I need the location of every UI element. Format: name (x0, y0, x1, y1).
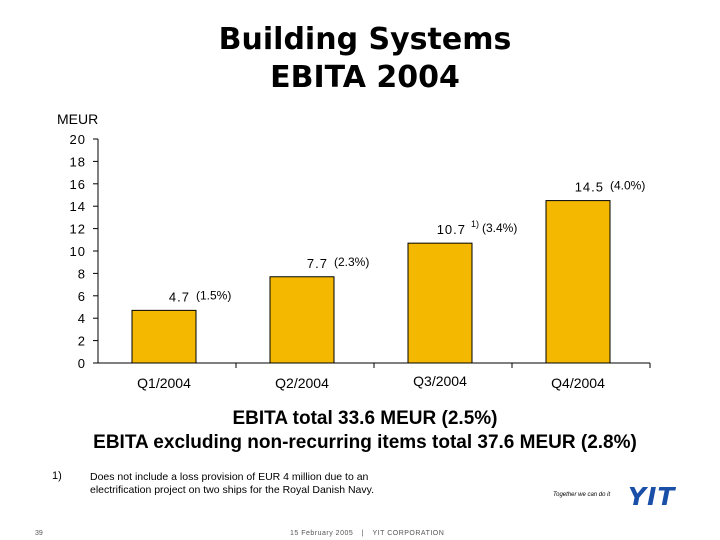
data-label: 10.7 (437, 222, 466, 237)
percent-label: (1.5%) (196, 288, 231, 302)
x-tick-label: Q2/2004 (275, 375, 329, 391)
data-label: 4.7 (169, 289, 190, 304)
footer-date: 15 February 2005 (290, 530, 354, 537)
percent-label: (2.3%) (334, 255, 369, 269)
page-number: 39 (35, 530, 43, 537)
y-tick-label: 8 (78, 266, 86, 281)
data-label: 7.7 (307, 256, 328, 271)
data-label: 14.5 (575, 180, 604, 195)
y-tick-label: 6 (78, 289, 86, 304)
y-tick-label: 4 (78, 311, 86, 326)
footnote-text: Does not include a loss provision of EUR… (90, 471, 375, 496)
percent-label: (4.0%) (610, 179, 645, 193)
footer-company: YIT CORPORATION (372, 530, 445, 537)
y-tick-label: 20 (70, 132, 86, 147)
bar (131, 309, 197, 364)
y-axis-unit-label: MEUR (57, 111, 99, 127)
data-label-footnote: 1) (471, 219, 479, 229)
y-tick-label: 14 (70, 199, 86, 214)
bar (407, 242, 473, 364)
y-tick-label: 2 (78, 334, 86, 349)
slide-title: Building Systems (218, 22, 512, 57)
y-tick-label: 18 (70, 154, 86, 169)
yit-logo: YIT (628, 482, 676, 511)
x-tick-label: Q1/2004 (137, 375, 191, 391)
bar (269, 276, 335, 364)
company-tagline: Together we can do it (553, 492, 611, 498)
bar (545, 200, 611, 364)
y-tick-label: 0 (78, 356, 86, 371)
percent-label: (3.4%) (482, 221, 517, 235)
x-tick-label: Q3/2004 (413, 373, 467, 389)
y-tick-label: 12 (70, 222, 86, 237)
slide-subtitle: EBITA 2004 (270, 60, 460, 95)
x-tick-label: Q4/2004 (551, 375, 605, 391)
summary-excluding: EBITA excluding non-recurring items tota… (93, 432, 637, 453)
y-tick-label: 16 (70, 177, 86, 192)
footer-separator: | (361, 530, 365, 537)
footnote-marker: 1) (52, 470, 62, 482)
ebita-bar-chart: 0 2 4 6 8 10 12 14 16 18 20 Q1/2004 4.7 (1.5%) Q2/2004… (70, 132, 651, 391)
summary-total: EBITA total 33.6 MEUR (2.5%) (232, 408, 498, 429)
y-tick-label: 10 (70, 244, 86, 259)
footer-info: 15 February 2005 | YIT CORPORATION (290, 530, 444, 537)
